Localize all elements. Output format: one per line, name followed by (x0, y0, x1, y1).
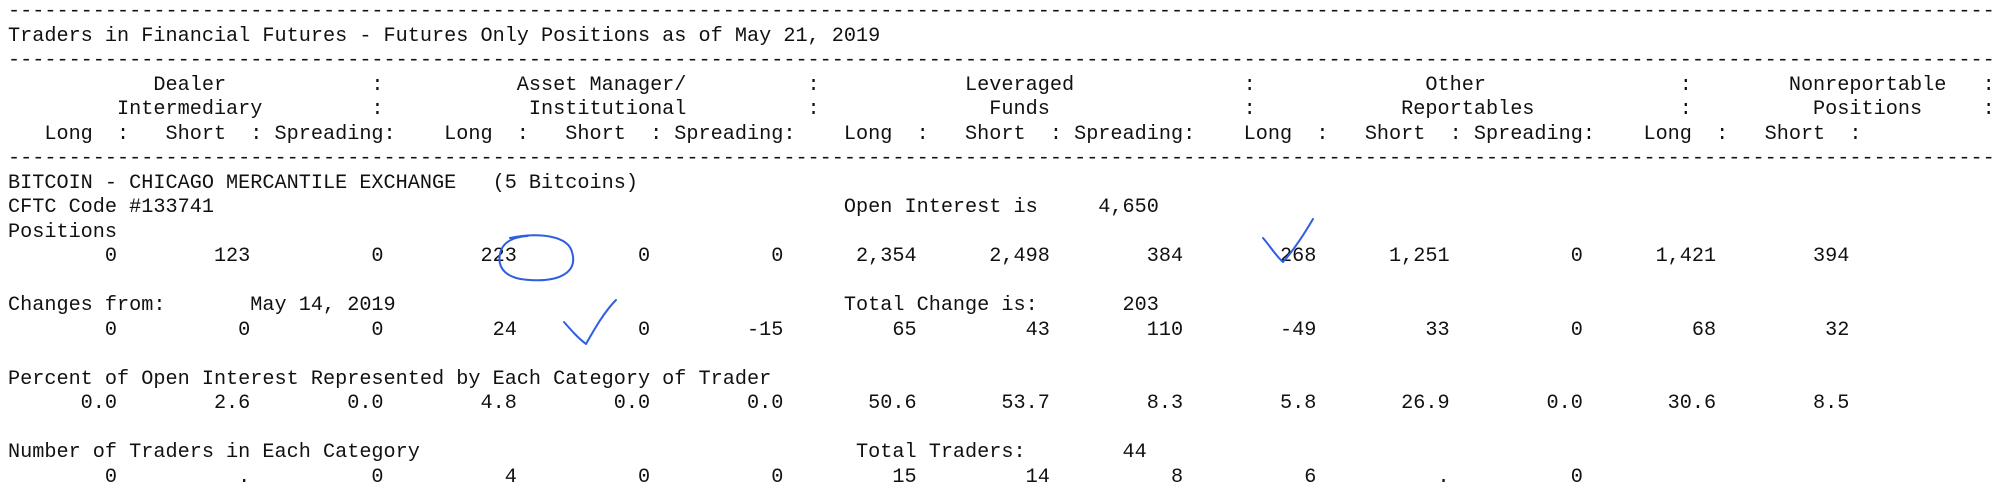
separator-line: ----------------------------------------… (8, 49, 1993, 72)
traders-header: Number of Traders in Each Category Total… (8, 441, 1147, 464)
positions-values: 0 123 0 223 0 0 2,354 2,498 384 268 1,25… (8, 245, 1850, 268)
percent-values: 0.0 2.6 0.0 4.8 0.0 0.0 50.6 53.7 8.3 5.… (8, 392, 1850, 415)
blank-line (8, 417, 1993, 442)
blank-line (8, 343, 1993, 368)
cot-report: ----------------------------------------… (8, 0, 1993, 490)
column-header-row-1: Dealer : Asset Manager/ : Leveraged : Ot… (8, 73, 1993, 97)
blank-line (8, 270, 1993, 295)
separator-line: ----------------------------------------… (8, 147, 1993, 170)
changes-header: Changes from: May 14, 2019 Total Change … (8, 294, 1159, 317)
positions-label: Positions (8, 220, 118, 244)
market-name: BITCOIN - CHICAGO MERCANTILE EXCHANGE (5… (8, 171, 638, 195)
percent-header: Percent of Open Interest Represented by … (8, 367, 772, 391)
column-header-row-2: Intermediary : Institutional : Funds : R… (8, 98, 1993, 121)
column-header-row-3: Long : Short : Spreading: Long : Short :… (8, 122, 1862, 146)
traders-values: 0 . 0 4 0 0 15 14 8 6 . 0 (8, 465, 1583, 489)
report-title: Traders in Financial Futures - Futures O… (8, 24, 881, 48)
changes-values: 0 0 0 24 0 -15 65 43 110 -49 33 0 68 32 (8, 318, 1850, 342)
cftc-code-open-interest: CFTC Code #133741 Open Interest is 4,650 (8, 196, 1159, 219)
separator-line: ----------------------------------------… (8, 0, 1993, 23)
